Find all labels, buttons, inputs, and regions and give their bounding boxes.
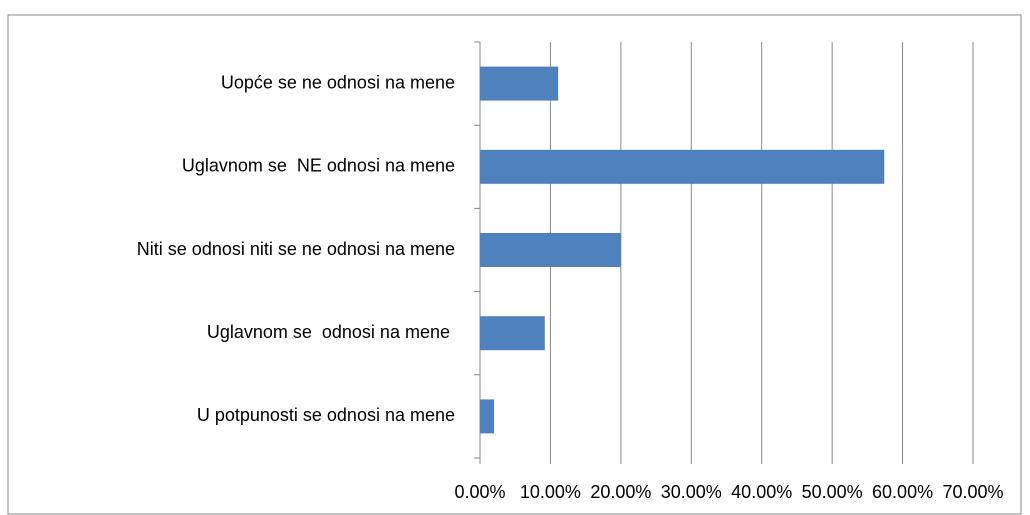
bar: [480, 149, 885, 184]
x-tick-label: 10.00%: [520, 482, 581, 502]
y-tick-label: Uglavnom se NE odnosi na mene: [182, 156, 455, 176]
y-tick-label: Uglavnom se odnosi na mene: [207, 322, 455, 342]
x-tick-label: 0.00%: [454, 482, 505, 502]
bar: [480, 66, 559, 101]
bar: [480, 399, 495, 434]
y-tick-label: U potpunosti se odnosi na mene: [197, 405, 455, 425]
x-tick-label: 30.00%: [661, 482, 722, 502]
x-tick-label: 70.00%: [942, 482, 1003, 502]
x-tick-label: 50.00%: [802, 482, 863, 502]
bar: [480, 233, 621, 267]
bar: [480, 316, 545, 351]
x-tick-label: 40.00%: [731, 482, 792, 502]
y-tick-label: Niti se odnosi niti se ne odnosi na mene: [137, 239, 455, 259]
x-tick-label: 60.00%: [872, 482, 933, 502]
x-tick-label: 20.00%: [590, 482, 651, 502]
y-tick-label: Uopće se ne odnosi na mene: [221, 72, 455, 92]
